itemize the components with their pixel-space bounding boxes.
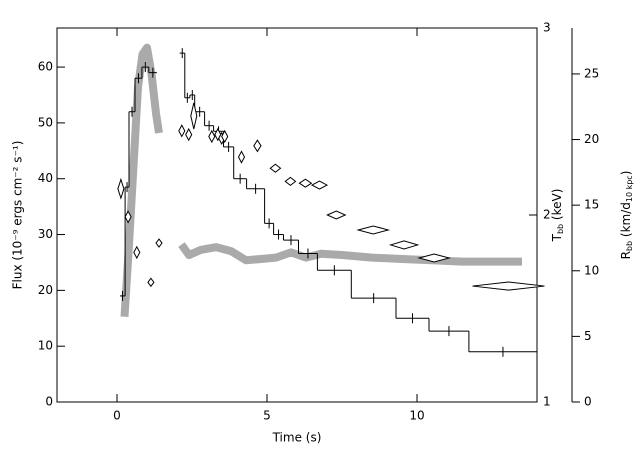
radius-band	[120, 43, 163, 317]
temperature-diamond	[117, 177, 125, 200]
label-part: bb	[556, 224, 565, 234]
y3-tick-label: 25	[584, 66, 599, 80]
label-part: R	[619, 251, 633, 259]
y3-tick-label: 5	[584, 329, 592, 343]
x-tick-label: 0	[113, 409, 121, 423]
y2-axis-label: Tbb (keV)	[550, 189, 565, 243]
temperature-diamond	[155, 238, 163, 248]
x-tick-label: 5	[263, 409, 271, 423]
radius-band	[178, 242, 522, 266]
y2-tick-label: 1	[543, 395, 551, 409]
temperature-diamond	[388, 240, 420, 250]
y2-tick-label: 2	[543, 208, 551, 222]
temperature-diamond	[472, 281, 545, 291]
y-tick-label: 60	[38, 60, 53, 74]
label-part: (keV)	[550, 189, 564, 224]
y-axis-label: Flux (10⁻⁹ ergs cm⁻² s⁻¹)	[11, 141, 25, 290]
y3-tick-label: 20	[584, 132, 599, 146]
temperature-diamond	[310, 180, 329, 190]
temperature-diamond	[356, 225, 391, 235]
temperature-diamond	[326, 210, 347, 220]
temperature-diamond	[190, 102, 198, 130]
y-tick-label: 50	[38, 115, 53, 129]
temperature-diamond	[417, 253, 452, 263]
x-axis-label: Time (s)	[272, 431, 322, 445]
temperature-diamond	[178, 124, 186, 138]
y3-tick-label: 0	[584, 395, 592, 409]
temperature-diamond	[298, 178, 313, 188]
temperature-diamond	[208, 129, 216, 144]
temperature-diamond	[147, 277, 155, 288]
y3-tick-label: 10	[584, 263, 599, 277]
label-part: bb	[625, 241, 634, 251]
temperature-diamond	[284, 176, 297, 186]
temperature-diamond	[253, 139, 262, 153]
temperature-diamond	[124, 210, 132, 224]
temperature-diamond	[185, 127, 193, 142]
y3-axis-label: Rbb (km/d10 kpc)	[619, 171, 634, 260]
y-tick-label: 40	[38, 171, 53, 185]
y3-tick-label: 15	[584, 198, 599, 212]
temperature-diamond	[237, 150, 246, 164]
y-tick-label: 0	[45, 395, 53, 409]
label-part: T	[550, 233, 564, 242]
temperature-diamond	[221, 129, 229, 144]
y2-tick-label: 3	[543, 21, 551, 35]
x-tick-label: 10	[409, 409, 424, 423]
label-part: (km/d	[619, 202, 633, 241]
y-tick-label: 10	[38, 339, 53, 353]
temperature-diamond	[269, 163, 282, 173]
y-tick-label: 30	[38, 227, 53, 241]
y-tick-label: 20	[38, 283, 53, 297]
temperature-diamond	[133, 245, 141, 260]
label-part: 10 kpc	[625, 175, 634, 202]
label-part: )	[619, 171, 633, 176]
